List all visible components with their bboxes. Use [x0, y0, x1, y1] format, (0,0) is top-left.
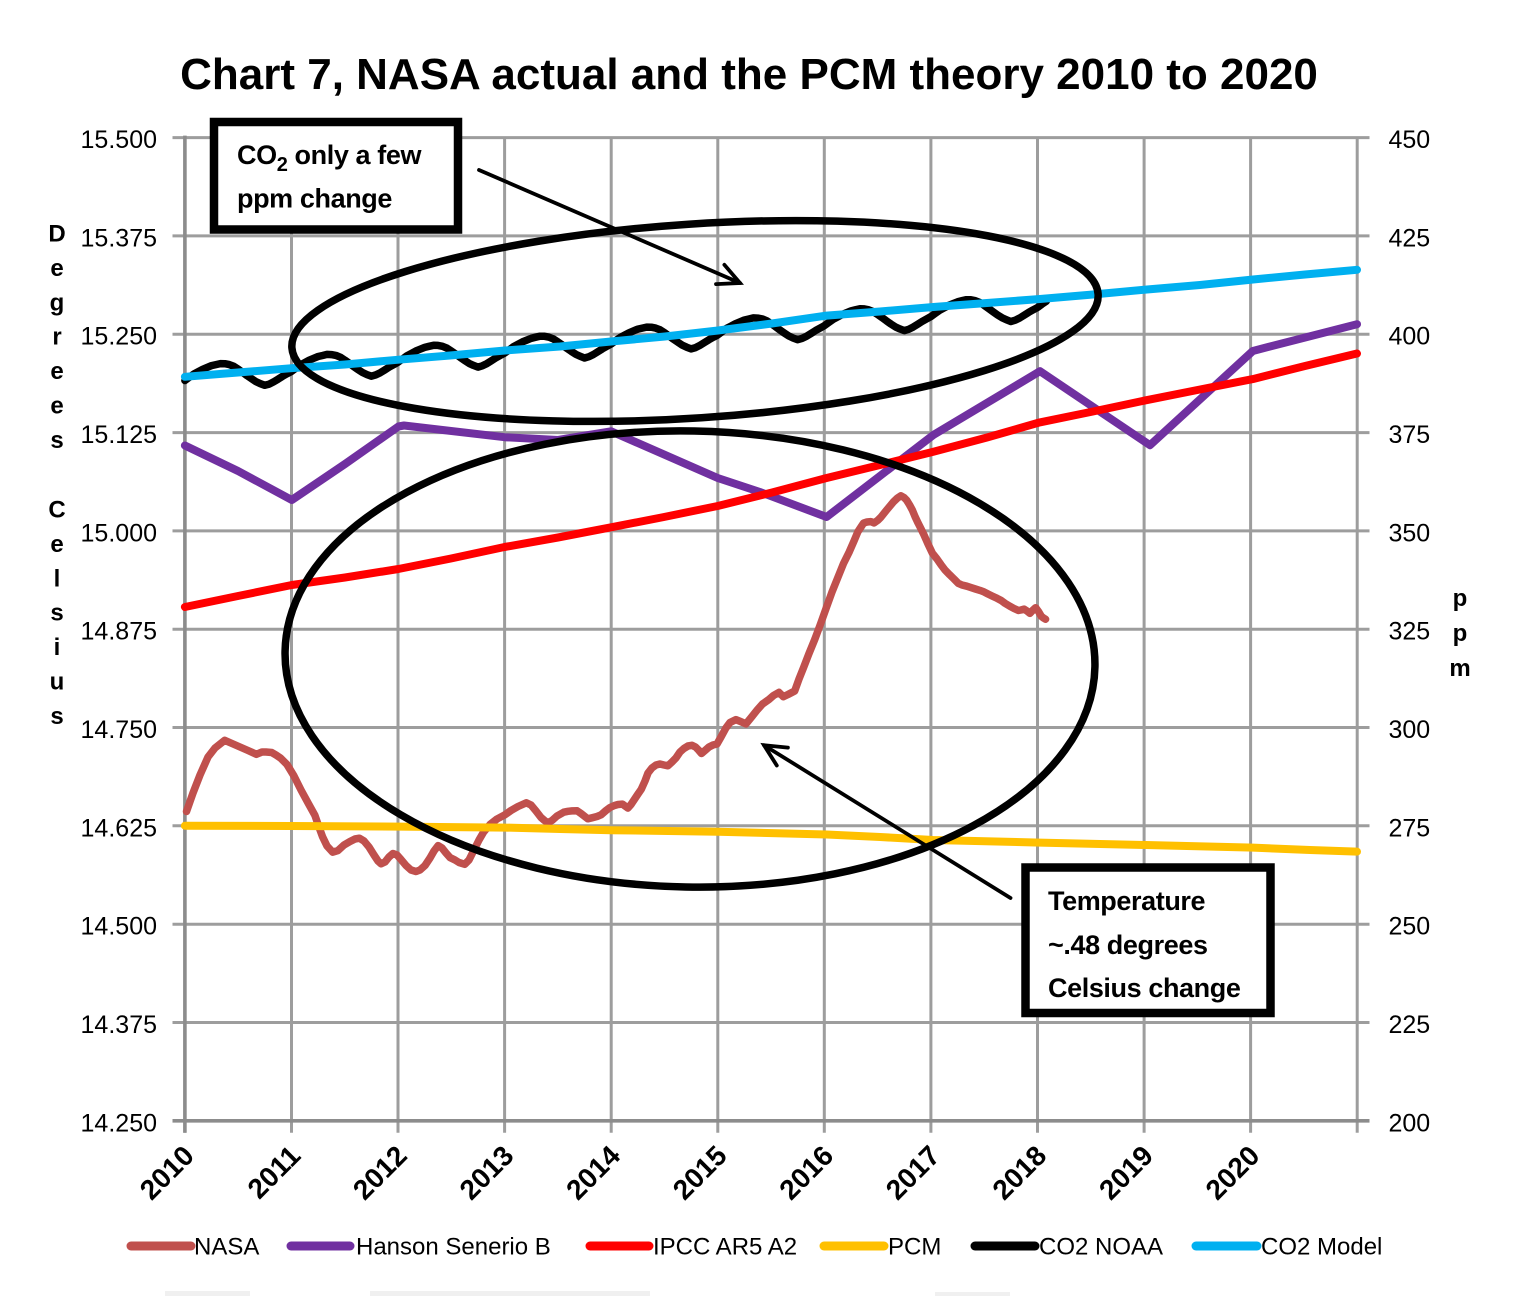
svg-text:s: s	[50, 427, 63, 454]
svg-text:CO2 NOAA: CO2 NOAA	[1039, 1234, 1163, 1261]
svg-text:14.375: 14.375	[81, 1011, 157, 1039]
svg-text:e: e	[50, 531, 63, 558]
svg-text:e: e	[50, 393, 63, 420]
svg-text:Chart 7, NASA actual and the P: Chart 7, NASA actual and the PCM theory …	[180, 50, 1318, 99]
svg-text:PCM: PCM	[888, 1234, 941, 1261]
svg-text:u: u	[50, 669, 65, 696]
svg-text:Hanson Senerio B: Hanson Senerio B	[356, 1234, 551, 1261]
svg-text:14.750: 14.750	[81, 716, 157, 744]
svg-text:e: e	[50, 358, 63, 385]
svg-text:14.500: 14.500	[81, 913, 157, 941]
svg-text:450: 450	[1389, 126, 1431, 154]
svg-text:IPCC AR5 A2: IPCC AR5 A2	[653, 1234, 797, 1261]
svg-text:g: g	[50, 289, 65, 316]
svg-text:s: s	[50, 600, 63, 627]
svg-text:m: m	[1449, 655, 1470, 682]
svg-text:Celsius change: Celsius change	[1048, 973, 1241, 1003]
svg-text:ppm change: ppm change	[237, 184, 392, 214]
svg-text:14.875: 14.875	[81, 618, 157, 646]
svg-text:15.000: 15.000	[81, 519, 157, 547]
svg-text:p: p	[1453, 585, 1468, 612]
svg-text:r: r	[52, 324, 61, 351]
svg-text:325: 325	[1389, 618, 1431, 646]
svg-text:250: 250	[1389, 913, 1431, 941]
svg-text:14.250: 14.250	[81, 1109, 157, 1137]
svg-text:225: 225	[1389, 1011, 1431, 1039]
svg-text:200: 200	[1389, 1109, 1431, 1137]
svg-text:15.250: 15.250	[81, 323, 157, 351]
svg-text:D: D	[48, 221, 65, 248]
svg-text:C: C	[48, 497, 65, 524]
svg-text:425: 425	[1389, 224, 1431, 252]
svg-text:Temperature: Temperature	[1048, 886, 1206, 916]
svg-text:15.375: 15.375	[81, 224, 157, 252]
svg-text:l: l	[54, 565, 61, 592]
svg-text:350: 350	[1389, 519, 1431, 547]
svg-text:300: 300	[1389, 716, 1431, 744]
svg-text:CO2 Model: CO2 Model	[1261, 1234, 1382, 1261]
svg-text:400: 400	[1389, 323, 1431, 351]
svg-text:~.48 degrees: ~.48 degrees	[1048, 930, 1208, 960]
svg-text:s: s	[50, 703, 63, 730]
svg-text:15.125: 15.125	[81, 421, 157, 449]
svg-text:15.500: 15.500	[81, 126, 157, 154]
svg-text:14.625: 14.625	[81, 814, 157, 842]
svg-text:275: 275	[1389, 814, 1431, 842]
svg-text:e: e	[50, 255, 63, 282]
svg-text:i: i	[54, 634, 61, 661]
svg-text:NASA: NASA	[194, 1234, 259, 1261]
svg-text:p: p	[1453, 620, 1468, 647]
svg-text:375: 375	[1389, 421, 1431, 449]
